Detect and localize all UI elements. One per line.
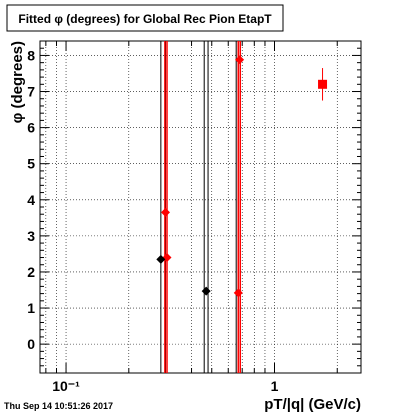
plot-frame — [39, 40, 362, 374]
y-tick-label: 1 — [27, 300, 35, 316]
x-tick-label: 1 — [271, 378, 279, 394]
x-axis-title: pT/|q| (GeV/c) — [264, 396, 361, 413]
y-tick-label: 7 — [27, 84, 35, 100]
y-tick-label: 6 — [27, 120, 35, 136]
y-tick-label: 2 — [27, 264, 35, 280]
data-point — [233, 288, 243, 298]
data-point — [156, 254, 166, 264]
y-tick-label: 3 — [27, 228, 35, 244]
data-point — [235, 55, 245, 65]
y-tick-label: 8 — [27, 47, 35, 63]
data-point — [161, 207, 171, 217]
y-tick-label: 0 — [27, 336, 35, 352]
chart-title: Fitted φ (degrees) for Global Rec Pion E… — [18, 12, 272, 26]
data-point — [201, 286, 211, 296]
y-tick-label: 4 — [27, 192, 35, 208]
y-tick-label: 5 — [27, 156, 35, 172]
data-point — [318, 79, 328, 89]
title-box — [6, 4, 284, 32]
timestamp: Thu Sep 14 10:51:26 2017 — [4, 401, 113, 411]
x-tick-label: 10⁻¹ — [52, 378, 80, 394]
y-axis-title: φ (degrees) — [9, 41, 26, 123]
